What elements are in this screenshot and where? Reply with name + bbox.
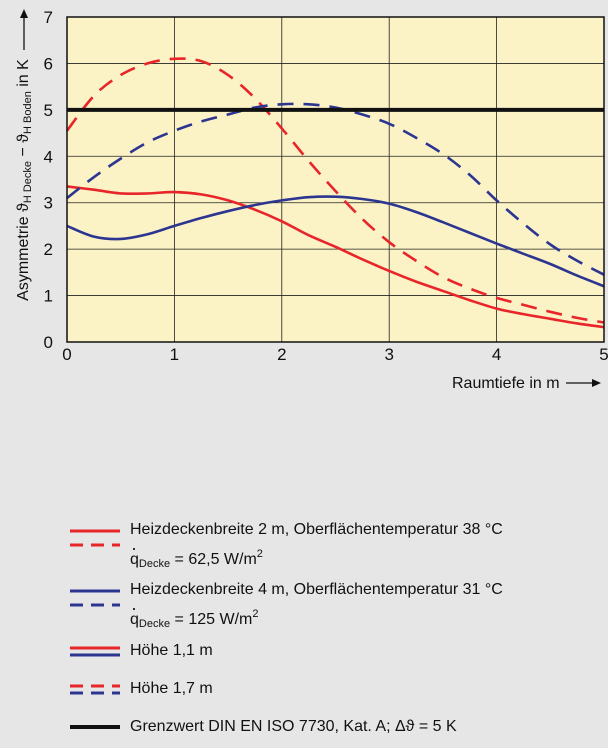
y-tick-labels: 0 1 2 3 4 5 6 7 (44, 8, 53, 352)
x-tick-label: 0 (62, 345, 71, 364)
y-tick-label: 2 (44, 240, 53, 259)
legend-swatch-red (70, 528, 120, 552)
y-tick-label: 6 (44, 54, 53, 73)
y-tick-label: 1 (44, 287, 53, 306)
y-axis-title-mid: − ϑ (15, 134, 32, 161)
y-tick-label: 3 (44, 194, 53, 213)
y-axis-title-sub1: H Decke (22, 161, 34, 203)
legend-blue-text: Heizdeckenbreite 4 m, Oberflächentempera… (130, 581, 503, 599)
legend-item-red: Heizdeckenbreite 2 m, Oberflächentempera… (70, 520, 590, 576)
legend-item-limit: Grenzwert DIN EN ISO 7730, Kat. A; Δϑ = … (70, 718, 590, 748)
legend-dashed-text: Höhe 1,7 m (130, 680, 213, 698)
legend-red-flux: qDecke = 62,5 W/m2 (130, 545, 503, 573)
legend-swatch-solid (70, 645, 120, 659)
legend-red-q-sup: 2 (257, 548, 263, 560)
x-tick-labels: 0 1 2 3 4 5 (62, 345, 608, 364)
legend-red-q: q (130, 551, 139, 569)
x-tick-label: 3 (384, 345, 393, 364)
x-axis-arrow (566, 379, 601, 387)
x-tick-label: 1 (170, 345, 179, 364)
legend-item-solid: Höhe 1,1 m (70, 642, 590, 680)
legend-blue-q: q (130, 611, 139, 629)
legend-swatch-dashed (70, 683, 120, 697)
y-axis-arrow (20, 9, 28, 50)
legend: Heizdeckenbreite 2 m, Oberflächentempera… (70, 520, 590, 748)
legend-solid-text: Höhe 1,1 m (130, 642, 213, 660)
legend-swatch-limit (70, 723, 120, 731)
y-axis-title: Asymmetrie ϑH Decke − ϑH Boden in K (15, 59, 34, 301)
legend-red-q-sub: Decke (139, 558, 170, 570)
x-tick-label: 4 (492, 345, 501, 364)
legend-item-blue: Heizdeckenbreite 4 m, Oberflächentempera… (70, 580, 590, 636)
plot-area (67, 17, 604, 342)
y-tick-label: 4 (44, 147, 53, 166)
svg-text:Asymmetrie ϑH Decke − ϑH Boden: Asymmetrie ϑH Decke − ϑH Boden in K (15, 59, 34, 301)
y-tick-label: 7 (44, 8, 53, 27)
x-tick-label: 5 (599, 345, 608, 364)
x-axis-title: Raumtiefe in m (452, 375, 560, 392)
y-axis-title-main: Asymmetrie ϑ (15, 203, 32, 301)
legend-blue-q-sub: Decke (139, 618, 170, 630)
legend-blue-flux: qDecke = 125 W/m2 (130, 605, 503, 633)
legend-red-text: Heizdeckenbreite 2 m, Oberflächentempera… (130, 521, 503, 539)
y-axis-title-sub2: H Boden (22, 91, 34, 134)
y-tick-label: 0 (44, 333, 53, 352)
y-tick-label: 5 (44, 101, 53, 120)
legend-red-q-value: = 62,5 W/m (170, 551, 257, 568)
legend-blue-q-value: = 125 W/m (170, 611, 252, 628)
legend-limit-text: Grenzwert DIN EN ISO 7730, Kat. A; Δϑ = … (130, 718, 457, 736)
y-axis-title-unit: in K (15, 59, 32, 91)
legend-swatch-blue (70, 588, 120, 612)
legend-blue-q-sup: 2 (252, 608, 258, 620)
x-tick-label: 2 (277, 345, 286, 364)
legend-item-dashed: Höhe 1,7 m (70, 680, 590, 718)
